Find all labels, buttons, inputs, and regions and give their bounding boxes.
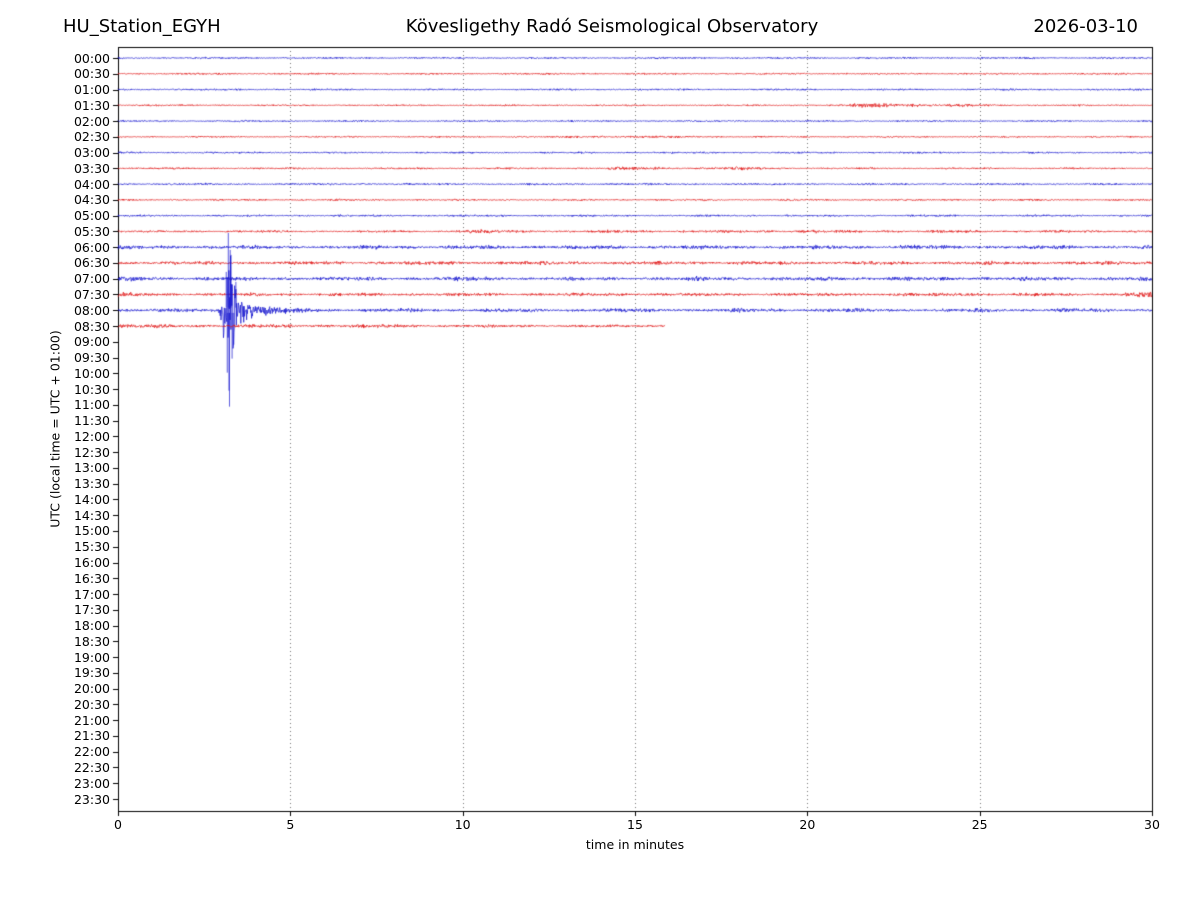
y-tick-label: 05:30 (73, 223, 110, 239)
y-tick-label: 20:30 (73, 696, 110, 712)
y-tick-label: 13:30 (73, 476, 110, 492)
y-tick-label: 09:30 (73, 350, 110, 366)
y-tick-label: 02:30 (73, 129, 110, 145)
y-tick-label: 19:00 (73, 649, 110, 665)
y-tick-label: 05:00 (73, 208, 110, 224)
y-tick-label: 07:00 (73, 271, 110, 287)
x-tick-label: 25 (971, 817, 988, 832)
y-tick-label: 00:30 (73, 66, 110, 82)
y-tick-label: 20:00 (73, 681, 110, 697)
y-tick-label: 17:30 (73, 602, 110, 618)
x-tick-label: 5 (286, 817, 295, 832)
y-tick-label: 22:00 (73, 744, 110, 760)
y-tick-label: 14:30 (73, 507, 110, 523)
y-tick-label: 11:00 (73, 397, 110, 413)
y-tick-label: 10:30 (73, 381, 110, 397)
y-tick-label: 00:00 (73, 50, 110, 66)
y-tick-label: 22:30 (73, 759, 110, 775)
y-tick-label: 03:00 (73, 145, 110, 161)
y-tick-label: 06:30 (73, 255, 110, 271)
y-tick-label: 08:00 (73, 302, 110, 318)
y-tick-label: 17:00 (73, 586, 110, 602)
y-tick-label: 02:00 (73, 113, 110, 129)
x-tick-label: 30 (1144, 817, 1160, 832)
y-tick-label: 19:30 (73, 665, 110, 681)
y-tick-label: 12:00 (73, 428, 110, 444)
y-tick-label: 21:00 (73, 712, 110, 728)
y-tick-label: 21:30 (73, 728, 110, 744)
y-tick-label: 14:00 (73, 491, 110, 507)
y-tick-label: 13:00 (73, 460, 110, 476)
y-tick-label: 11:30 (73, 413, 110, 429)
y-tick-label: 08:30 (73, 318, 110, 334)
x-tick-label: 0 (114, 817, 122, 832)
y-tick-label: 04:00 (73, 176, 110, 192)
y-tick-label: 23:30 (73, 791, 110, 807)
y-tick-label: 12:30 (73, 444, 110, 460)
y-tick-label: 04:30 (73, 192, 110, 208)
y-tick-label: 18:30 (73, 633, 110, 649)
x-tick-label: 10 (454, 817, 471, 832)
y-tick-label: 07:30 (73, 286, 110, 302)
x-tick-label: 15 (627, 817, 643, 832)
y-tick-label: 10:00 (73, 365, 110, 381)
y-tick-label: 18:00 (73, 618, 110, 634)
y-tick-label: 16:00 (73, 555, 110, 570)
y-tick-label: 15:00 (73, 523, 110, 539)
y-tick-label: 01:30 (73, 97, 110, 113)
x-tick-label: 20 (799, 817, 816, 832)
x-axis-label: time in minutes (585, 837, 685, 852)
y-tick-label: 23:00 (73, 775, 110, 791)
y-tick-label: 06:00 (73, 239, 110, 255)
y-tick-label: 01:00 (73, 82, 110, 98)
y-tick-label: 15:30 (73, 539, 110, 555)
y-tick-label: 09:00 (73, 334, 110, 350)
y-tick-label: 03:30 (73, 160, 110, 176)
y-tick-label: 16:30 (73, 570, 110, 586)
